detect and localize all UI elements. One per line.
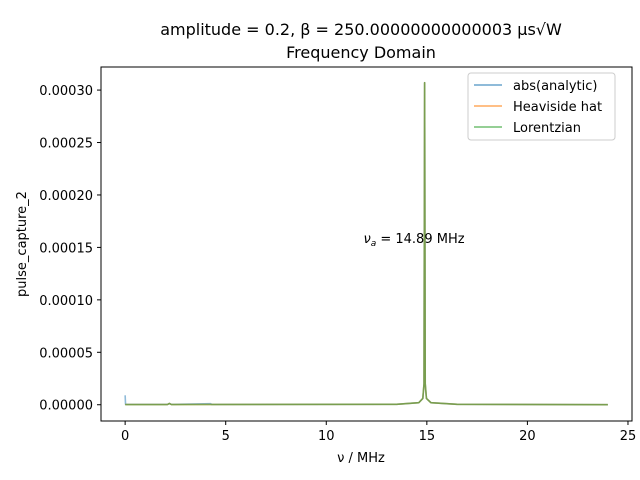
legend: abs(analytic) Heaviside hat Lorentzian <box>467 72 616 141</box>
x-tick-label: 10 <box>318 429 335 444</box>
x-tick-label: 20 <box>519 429 536 444</box>
y-axis-label: pulse_capture_2 <box>15 191 30 297</box>
y-tick-label: 0.00030 <box>39 84 93 99</box>
legend-label: Lorentzian <box>513 121 581 136</box>
x-tick-label: 25 <box>620 429 637 444</box>
x-tick-label: 0 <box>121 429 129 444</box>
x-tick-label: 5 <box>222 429 230 444</box>
legend-label: Heaviside hat <box>513 100 602 115</box>
legend-box <box>467 72 616 141</box>
legend-label: abs(analytic) <box>513 79 597 94</box>
axes-frame <box>100 66 633 422</box>
y-axis-ticks: 0.00000 0.00005 0.00010 0.00015 0.00020 0.000… <box>39 84 101 414</box>
chart-title-line-1: amplitude = 0.2, β = 250.00000000000003 … <box>160 20 562 39</box>
y-tick-label: 0.00010 <box>39 294 93 309</box>
x-tick-label: 15 <box>419 429 436 444</box>
y-tick-label: 0.00000 <box>39 399 93 414</box>
x-axis-label: ν / MHz <box>337 451 385 466</box>
y-tick-label: 0.00020 <box>39 189 93 204</box>
peak-annotation: νa = 14.89 MHz <box>363 232 464 249</box>
y-tick-label: 0.00015 <box>39 241 93 256</box>
y-tick-label: 0.00005 <box>39 346 93 361</box>
x-axis-ticks: 0 5 10 15 20 25 <box>121 421 636 444</box>
y-tick-label: 0.00025 <box>39 137 93 152</box>
chart-title-line-2: Frequency Domain <box>286 43 436 62</box>
series-line-lorentzian <box>125 81 608 406</box>
series-layer <box>124 81 608 406</box>
